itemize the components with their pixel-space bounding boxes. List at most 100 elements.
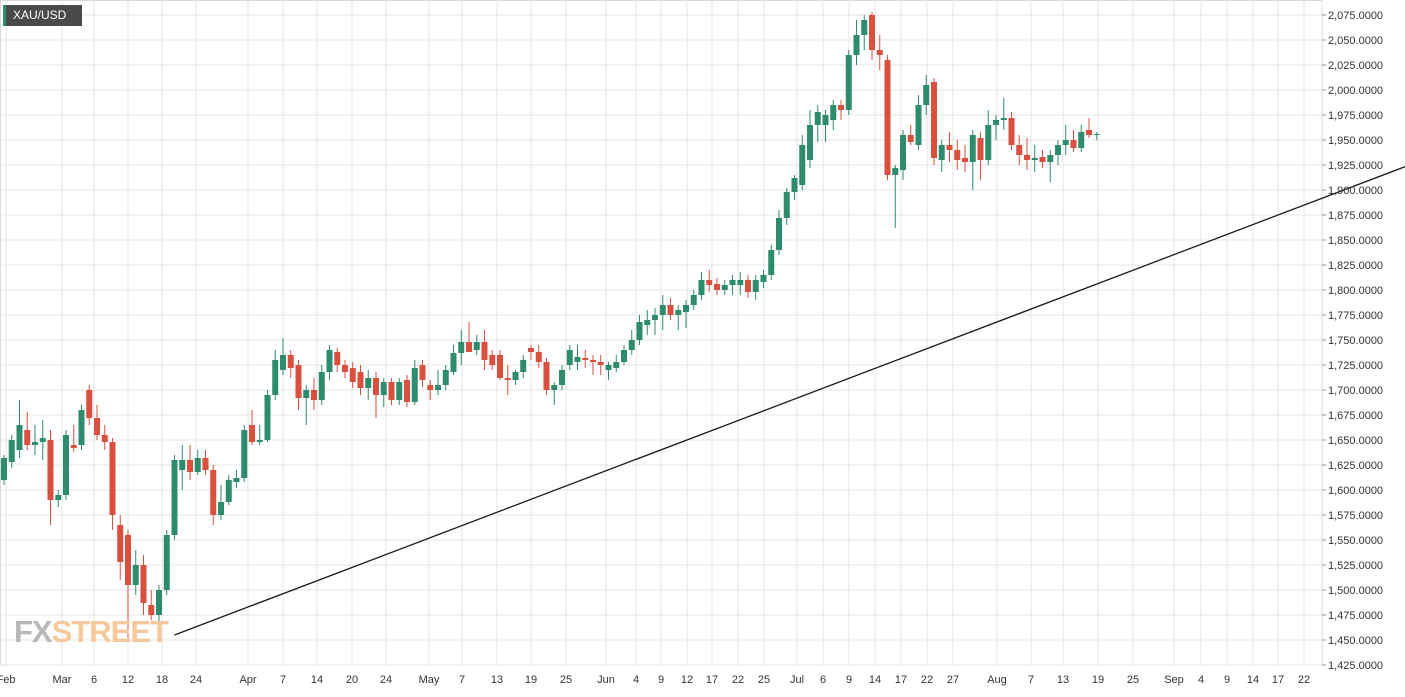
x-tick-label: 12 bbox=[681, 674, 693, 686]
y-tick-label: 1,575.0000 bbox=[1328, 510, 1383, 522]
y-tick-label: 1,675.0000 bbox=[1328, 410, 1383, 422]
candle-body bbox=[652, 315, 658, 320]
x-tick-label: 14 bbox=[869, 674, 881, 686]
candle-body bbox=[846, 55, 852, 110]
y-tick-label: 1,825.0000 bbox=[1328, 260, 1383, 272]
candle-body bbox=[1055, 145, 1061, 155]
candle-body bbox=[141, 565, 147, 603]
candle-body bbox=[172, 460, 178, 535]
y-tick-label: 1,625.0000 bbox=[1328, 460, 1383, 472]
candle-body bbox=[691, 295, 697, 305]
y-tick-label: 1,600.0000 bbox=[1328, 485, 1383, 497]
candle-body bbox=[48, 440, 54, 500]
candle-body bbox=[559, 370, 565, 385]
candle-body bbox=[179, 460, 185, 470]
candle-body bbox=[916, 105, 922, 145]
x-tick-label: Apr bbox=[239, 674, 256, 686]
candle-body bbox=[598, 362, 604, 365]
candle-body bbox=[280, 355, 286, 370]
candle-body bbox=[435, 385, 441, 390]
candle-body bbox=[877, 50, 883, 55]
candle-body bbox=[505, 378, 511, 380]
candle-body bbox=[427, 385, 433, 390]
candle-body bbox=[761, 275, 767, 282]
x-tick-label: Sep bbox=[1164, 674, 1184, 686]
candle-body bbox=[513, 372, 519, 380]
candle-body bbox=[823, 115, 829, 125]
y-tick-label: 1,900.0000 bbox=[1328, 185, 1383, 197]
candle-body bbox=[908, 135, 914, 142]
candle-body bbox=[1, 458, 7, 480]
candle-body bbox=[784, 192, 790, 218]
candle-body bbox=[807, 125, 813, 160]
candle-body bbox=[714, 284, 720, 290]
candle-body bbox=[1086, 130, 1092, 135]
candle-body bbox=[195, 458, 201, 472]
x-tick-label: 17 bbox=[1272, 674, 1284, 686]
candle-body bbox=[117, 525, 123, 562]
x-tick-label: 14 bbox=[1247, 674, 1259, 686]
x-tick-label: 19 bbox=[1092, 674, 1104, 686]
candle-body bbox=[792, 178, 798, 192]
x-tick-label: 6 bbox=[91, 674, 97, 686]
symbol-label: XAU/USD bbox=[13, 5, 66, 26]
x-tick-label: 9 bbox=[846, 674, 852, 686]
candle-body bbox=[799, 145, 805, 185]
candle-body bbox=[923, 85, 929, 105]
candle-body bbox=[443, 370, 449, 385]
candle-body bbox=[55, 495, 61, 500]
candle-body bbox=[451, 353, 457, 372]
x-tick-label: 25 bbox=[560, 674, 572, 686]
candle-body bbox=[327, 350, 333, 372]
candle-body bbox=[606, 365, 612, 370]
candle-body bbox=[288, 355, 294, 368]
candle-body bbox=[381, 382, 387, 395]
symbol-badge: XAU/USD bbox=[3, 5, 82, 26]
candle-body bbox=[544, 362, 550, 390]
candle-body bbox=[420, 365, 426, 380]
candle-body bbox=[79, 410, 85, 445]
y-tick-label: 1,500.0000 bbox=[1328, 585, 1383, 597]
x-tick-label: 22 bbox=[732, 674, 744, 686]
x-tick-label: 13 bbox=[1057, 674, 1069, 686]
x-tick-label: Jul bbox=[790, 674, 804, 686]
candle-body bbox=[102, 435, 108, 442]
grid-lines bbox=[0, 0, 1322, 665]
watermark-fx: FX bbox=[14, 614, 52, 649]
candle-body bbox=[1094, 134, 1100, 135]
axes: 1,425.00001,450.00001,475.00001,500.0000… bbox=[0, 10, 1383, 686]
candle-body bbox=[947, 145, 953, 150]
y-tick-label: 1,550.0000 bbox=[1328, 535, 1383, 547]
candle-body bbox=[737, 280, 743, 285]
x-tick-label: 4 bbox=[1198, 674, 1204, 686]
x-tick-label: Aug bbox=[987, 674, 1007, 686]
candle-body bbox=[1071, 140, 1077, 148]
y-tick-label: 1,750.0000 bbox=[1328, 335, 1383, 347]
candle-body bbox=[358, 372, 364, 388]
candle-body bbox=[551, 385, 557, 390]
candle-body bbox=[1063, 140, 1069, 145]
candle-body bbox=[776, 218, 782, 250]
candle-body bbox=[458, 342, 464, 353]
x-tick-label: 9 bbox=[658, 674, 664, 686]
candle-body bbox=[9, 440, 15, 462]
candle-body bbox=[931, 82, 937, 158]
candle-body bbox=[892, 168, 898, 175]
candle-body bbox=[978, 138, 984, 160]
candle-body bbox=[621, 350, 627, 362]
candle-body bbox=[520, 360, 526, 372]
candle-body bbox=[373, 378, 379, 395]
x-tick-label: 27 bbox=[947, 674, 959, 686]
candle-body bbox=[303, 390, 309, 398]
candle-body bbox=[156, 590, 162, 615]
candle-body bbox=[528, 348, 534, 352]
candle-body bbox=[110, 442, 116, 515]
x-tick-label: 20 bbox=[346, 674, 358, 686]
y-tick-label: 1,700.0000 bbox=[1328, 385, 1383, 397]
candle-body bbox=[210, 470, 216, 515]
candle-body bbox=[722, 285, 728, 290]
candle-body bbox=[536, 352, 542, 362]
y-tick-label: 2,000.0000 bbox=[1328, 85, 1383, 97]
candle-body bbox=[133, 565, 139, 585]
candle-body bbox=[226, 480, 232, 502]
